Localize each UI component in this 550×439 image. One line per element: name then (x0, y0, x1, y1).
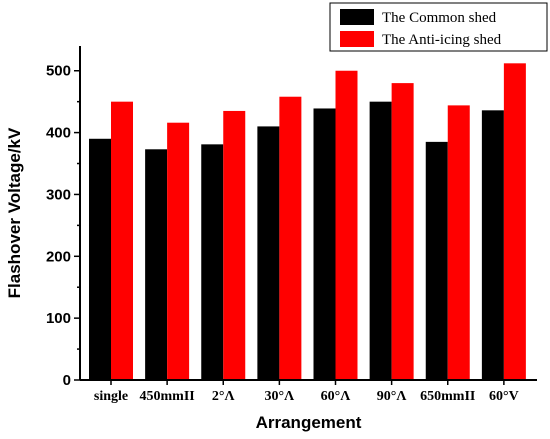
legend-swatch-0 (340, 9, 374, 25)
x-tick-label: single (94, 389, 128, 404)
bar-anti-icing-5 (391, 83, 414, 380)
bar-anti-icing-7 (503, 63, 526, 381)
bar-common-2 (201, 144, 224, 380)
bar-common-6 (425, 141, 448, 380)
bar-common-5 (369, 101, 392, 381)
x-tick-label: 2°Λ (212, 389, 235, 404)
y-tick-label: 200 (46, 248, 71, 265)
bar-anti-icing-6 (447, 105, 470, 380)
x-tick-label: 30°Λ (265, 389, 295, 404)
bar-common-0 (89, 138, 111, 380)
bar-common-7 (481, 110, 504, 380)
bars-group (89, 63, 526, 381)
x-tick-label: 450mmII (140, 389, 195, 404)
y-axis-title: Flashover Voltage/kV (5, 127, 24, 298)
x-tick-label: 90°Λ (377, 389, 407, 404)
y-tick-label: 400 (46, 125, 71, 142)
legend-label-1: The Anti-icing shed (382, 32, 502, 48)
legend-label-0: The Common shed (382, 10, 497, 26)
bar-common-1 (145, 149, 168, 380)
x-tick-label: 60°Λ (321, 389, 351, 404)
bar-anti-icing-2 (223, 110, 246, 380)
y-tick-label: 500 (46, 63, 71, 80)
bar-common-4 (313, 108, 336, 380)
legend: The Common shed The Anti-icing shed (329, 2, 548, 52)
x-tick-label: 650mmII (420, 389, 475, 404)
y-tick-label: 100 (46, 310, 71, 327)
bar-anti-icing-0 (111, 101, 133, 381)
x-tick-label: 60°V (489, 389, 519, 404)
x-ticks-group: single 450mmII 2°Λ 30°Λ 60°Λ 90°Λ 650mmII 60°V (94, 380, 519, 404)
y-tick-label: 300 (46, 186, 71, 203)
y-ticks-group: 0 100 200 300 400 500 (46, 63, 80, 389)
bar-anti-icing-1 (167, 122, 190, 381)
y-tick-label: 0 (63, 372, 71, 389)
x-axis-title: Arrangement (256, 413, 362, 432)
bar-anti-icing-4 (335, 70, 358, 381)
legend-swatch-1 (340, 31, 374, 47)
bar-common-3 (257, 126, 280, 380)
bar-anti-icing-3 (279, 96, 302, 381)
